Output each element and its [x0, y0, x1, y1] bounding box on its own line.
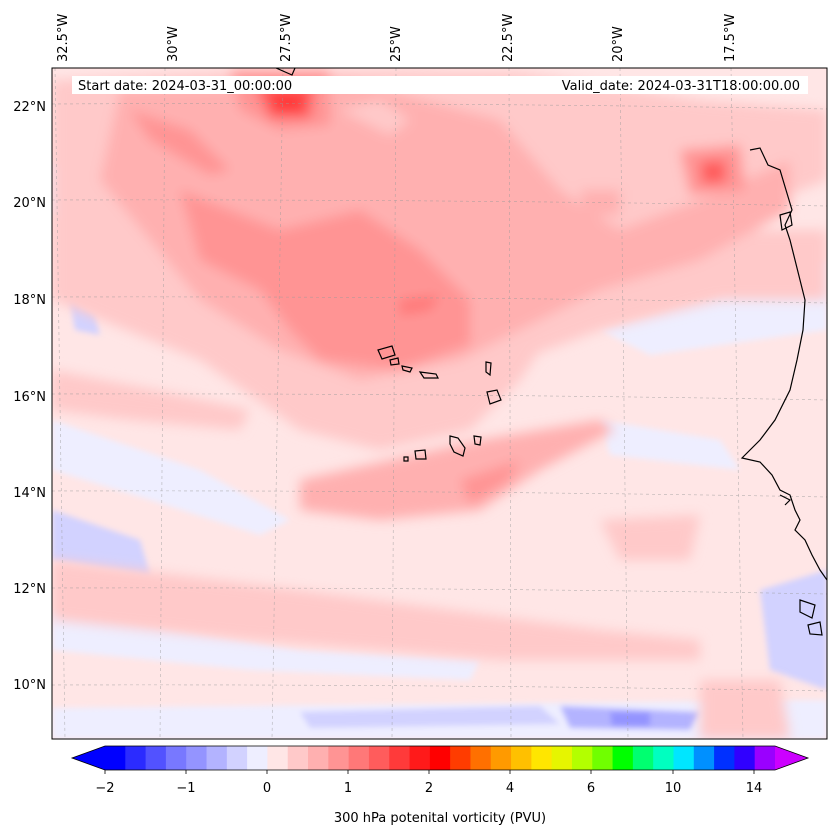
colorbar-segment	[409, 746, 431, 770]
colorbar-segment	[511, 746, 532, 770]
map-panel	[52, 68, 827, 739]
pv-positive-regions	[52, 70, 827, 739]
lat-label: 12°N	[13, 582, 46, 597]
lon-label: 32.5°W	[56, 14, 71, 62]
colorbar-segment	[287, 746, 309, 770]
colorbar-segment	[165, 746, 187, 770]
colorbar-segment	[714, 746, 735, 770]
lon-label: 22.5°W	[501, 14, 516, 62]
colorbar-segment	[632, 746, 654, 770]
colorbar-segments	[105, 746, 776, 770]
map-frame	[51, 67, 828, 740]
island-sal	[485, 361, 492, 377]
colorbar-tick-label: 1	[344, 781, 352, 796]
colorbar-ticks	[104, 770, 755, 774]
colorbar-segment	[450, 746, 472, 770]
colorbar-tick-label: 14	[746, 781, 763, 796]
colorbar-segment	[328, 746, 350, 770]
coastlines	[275, 68, 827, 636]
colorbar-segment	[348, 746, 370, 770]
colorbar-segment	[490, 746, 512, 770]
lon-label: 17.5°W	[723, 14, 738, 62]
pv-negative-regions	[52, 160, 827, 739]
colorbar-segment	[186, 746, 208, 770]
africa-coastline	[740, 147, 827, 581]
colorbar-tick-label: 0	[263, 781, 271, 796]
colorbar-segment	[429, 746, 451, 770]
colorbar-segment	[531, 746, 553, 770]
colorbar-segment	[125, 746, 147, 770]
valid-date-label: Valid_date: 2024-03-31T18:00:00.00	[562, 79, 800, 94]
colorbar-segment	[612, 746, 634, 770]
colorbar-tick-label: 2	[425, 781, 433, 796]
colorbar-segment	[551, 746, 573, 770]
longitude-labels: 32.5°W 30°W 27.5°W 25°W 22.5°W 20°W 17.5…	[56, 14, 738, 62]
colorbar-tick-label: −2	[95, 781, 114, 796]
colorbar-segment	[226, 746, 248, 770]
colorbar-extend-low	[72, 746, 105, 770]
colorbar: −2 −1 0 1 2 4 6 10 14 300 hPa potenital …	[70, 745, 810, 826]
colorbar-segment	[653, 746, 675, 770]
island-sao-vicente	[389, 357, 400, 366]
lat-label: 20°N	[13, 196, 46, 211]
lat-label: 22°N	[13, 100, 46, 115]
lat-label: 14°N	[13, 486, 46, 501]
colorbar-segment	[592, 746, 614, 770]
lon-label: 27.5°W	[279, 14, 294, 62]
colorbar-tick-labels: −2 −1 0 1 2 4 6 10 14	[95, 781, 762, 796]
colorbar-segment	[368, 746, 390, 770]
colorbar-tick-label: 10	[665, 781, 682, 796]
colorbar-segment	[693, 746, 715, 770]
map-header: Start date: 2024-03-31_00:00:00 Valid_da…	[72, 76, 808, 94]
colorbar-label: 300 hPa potenital vorticity (PVU)	[334, 811, 546, 826]
lat-label: 10°N	[13, 678, 46, 693]
colorbar-segment	[389, 746, 411, 770]
colorbar-segment	[673, 746, 695, 770]
colorbar-segment	[734, 746, 756, 770]
island-santiago	[449, 435, 466, 457]
colorbar-segment	[571, 746, 593, 770]
colorbar-segment	[470, 746, 492, 770]
island-boa-vista	[486, 389, 502, 405]
island-maio	[473, 435, 482, 446]
colorbar-segment	[247, 746, 269, 770]
island-sao-nicolau	[401, 365, 413, 373]
island-fogo	[414, 449, 427, 460]
colorbar-segment	[206, 746, 228, 770]
island-santo-antao	[377, 345, 396, 360]
lat-label: 18°N	[13, 293, 46, 308]
colorbar-segment	[308, 746, 329, 770]
latitude-labels: 22°N 20°N 18°N 16°N 14°N 12°N 10°N	[13, 100, 46, 693]
graticule	[52, 68, 827, 739]
colorbar-segment	[145, 746, 167, 770]
lon-label: 20°W	[611, 26, 626, 62]
colorbar-extend-high	[775, 746, 808, 770]
island-brava	[403, 456, 409, 462]
lat-label: 16°N	[13, 390, 46, 405]
lon-label: 30°W	[166, 26, 181, 62]
colorbar-segment	[105, 746, 126, 770]
colorbar-segment	[267, 746, 289, 770]
start-date-label: Start date: 2024-03-31_00:00:00	[78, 79, 292, 94]
colorbar-tick-label: −1	[176, 781, 195, 796]
lon-label: 25°W	[389, 26, 404, 62]
colorbar-segment	[754, 746, 776, 770]
colorbar-tick-label: 6	[587, 781, 595, 796]
colorbar-tick-label: 4	[506, 781, 514, 796]
